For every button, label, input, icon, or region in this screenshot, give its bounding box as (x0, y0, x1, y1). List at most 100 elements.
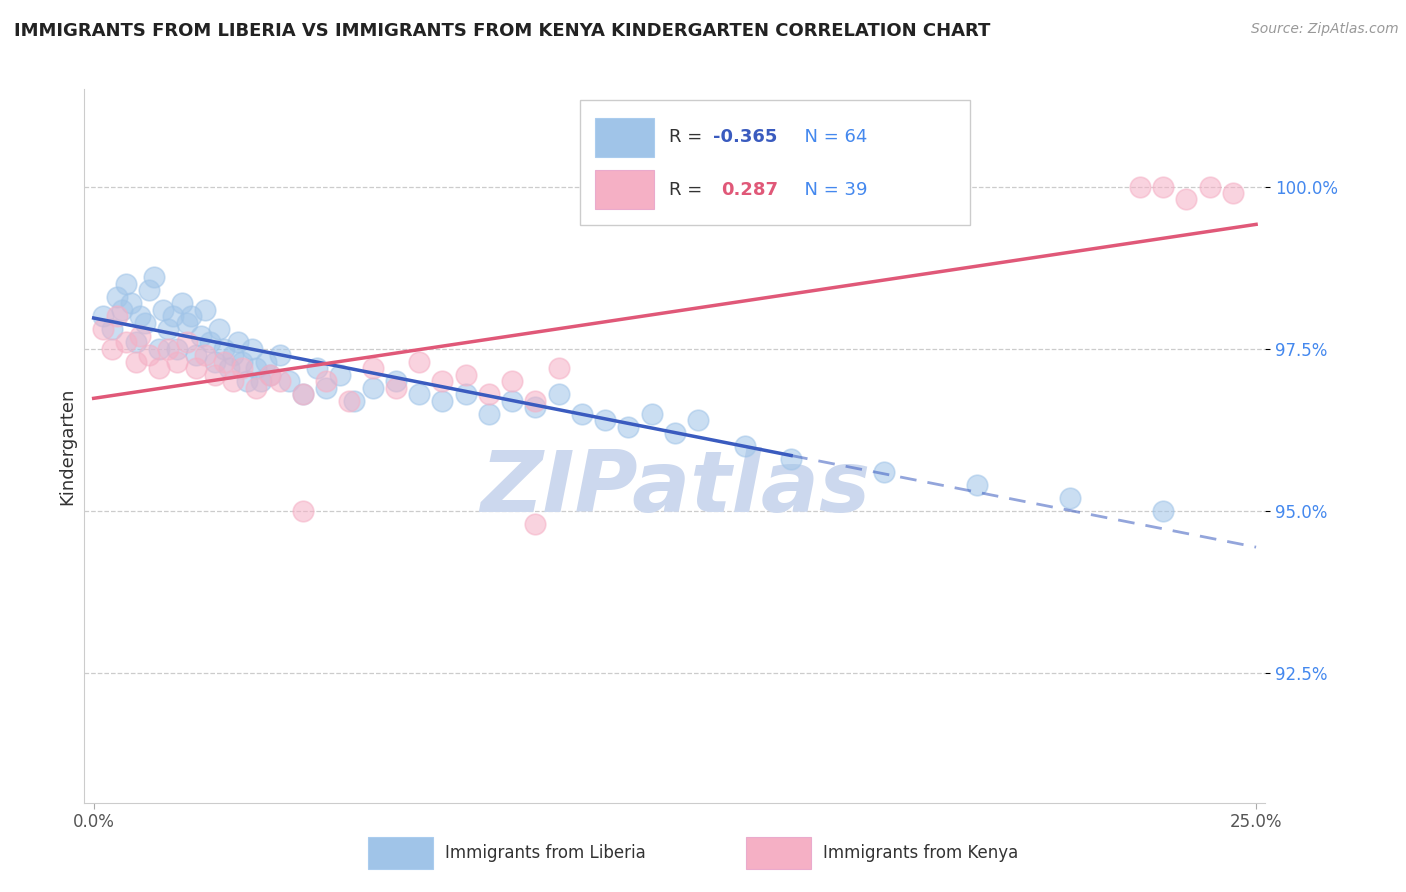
Text: Immigrants from Kenya: Immigrants from Kenya (823, 844, 1018, 862)
Point (91, 310, 114, 324)
Point (166, 354, 188, 368)
Point (501, 393, 523, 408)
Point (478, 387, 501, 401)
Point (432, 393, 454, 408)
Text: Source: ZipAtlas.com: Source: ZipAtlas.com (1251, 22, 1399, 37)
Point (138, 283, 160, 297)
Point (315, 374, 337, 388)
Point (157, 322, 180, 336)
Point (501, 374, 523, 388)
FancyBboxPatch shape (581, 100, 970, 225)
Point (143, 270, 166, 285)
Point (212, 354, 235, 368)
Point (101, 342, 124, 356)
Point (204, 368, 226, 382)
Y-axis label: Kindergarten: Kindergarten (58, 387, 76, 505)
Point (115, 335, 138, 350)
Point (269, 348, 291, 362)
Point (176, 316, 198, 330)
Point (966, 478, 988, 492)
Point (291, 387, 314, 401)
Point (222, 348, 245, 362)
Point (198, 335, 221, 350)
Point (1175, 193, 1198, 207)
Point (408, 387, 430, 401)
Point (204, 354, 226, 368)
Text: IMMIGRANTS FROM LIBERIA VS IMMIGRANTS FROM KENYA KINDERGARTEN CORRELATION CHART: IMMIGRANTS FROM LIBERIA VS IMMIGRANTS FR… (14, 22, 990, 40)
Point (208, 322, 231, 336)
Point (361, 361, 384, 376)
Point (454, 368, 477, 382)
Point (873, 465, 896, 479)
Point (305, 361, 328, 376)
Point (361, 381, 384, 395)
Point (194, 348, 217, 362)
Point (278, 374, 301, 388)
Point (157, 342, 180, 356)
Point (124, 354, 146, 368)
Point (1059, 491, 1081, 505)
Text: ZIPatlas: ZIPatlas (479, 447, 870, 531)
Point (236, 374, 259, 388)
Text: -0.365: -0.365 (713, 128, 778, 146)
Point (231, 354, 253, 368)
Point (231, 361, 253, 376)
Point (640, 407, 662, 421)
Point (180, 310, 202, 324)
Point (339, 393, 361, 408)
Point (166, 342, 188, 356)
Point (148, 361, 170, 376)
Point (524, 393, 547, 408)
Point (432, 374, 454, 388)
Point (1129, 179, 1152, 194)
Point (138, 348, 160, 362)
Text: R =: R = (669, 128, 709, 146)
Point (1222, 186, 1244, 200)
Point (1152, 504, 1174, 518)
Point (129, 328, 152, 343)
Point (315, 381, 337, 395)
Point (291, 387, 314, 401)
Point (291, 504, 314, 518)
Point (547, 387, 569, 401)
Point (329, 368, 352, 382)
Point (129, 310, 152, 324)
Text: 0.287: 0.287 (721, 181, 778, 199)
Bar (595, 118, 654, 157)
Point (593, 413, 616, 427)
Point (245, 361, 267, 376)
Point (571, 407, 593, 421)
Point (162, 310, 184, 324)
Point (110, 302, 132, 317)
Point (105, 310, 128, 324)
Point (190, 328, 212, 343)
Text: R =: R = (669, 181, 714, 199)
Point (115, 277, 138, 291)
Point (408, 354, 430, 368)
Point (226, 335, 249, 350)
Point (343, 393, 366, 408)
Point (454, 387, 477, 401)
Point (101, 322, 124, 336)
Point (120, 296, 142, 310)
Point (524, 516, 547, 531)
Point (259, 368, 281, 382)
Point (254, 354, 277, 368)
Point (184, 348, 207, 362)
Point (664, 425, 686, 440)
Point (269, 374, 291, 388)
Point (1198, 179, 1220, 194)
Point (170, 296, 193, 310)
Point (91, 322, 114, 336)
Point (152, 302, 174, 317)
Point (212, 342, 235, 356)
Text: N = 64: N = 64 (793, 128, 868, 146)
Bar (595, 170, 654, 210)
Point (780, 452, 803, 467)
Point (105, 290, 128, 304)
Text: Immigrants from Liberia: Immigrants from Liberia (444, 844, 645, 862)
Point (259, 368, 281, 382)
Text: N = 39: N = 39 (793, 181, 868, 199)
Point (385, 374, 408, 388)
Point (478, 407, 501, 421)
